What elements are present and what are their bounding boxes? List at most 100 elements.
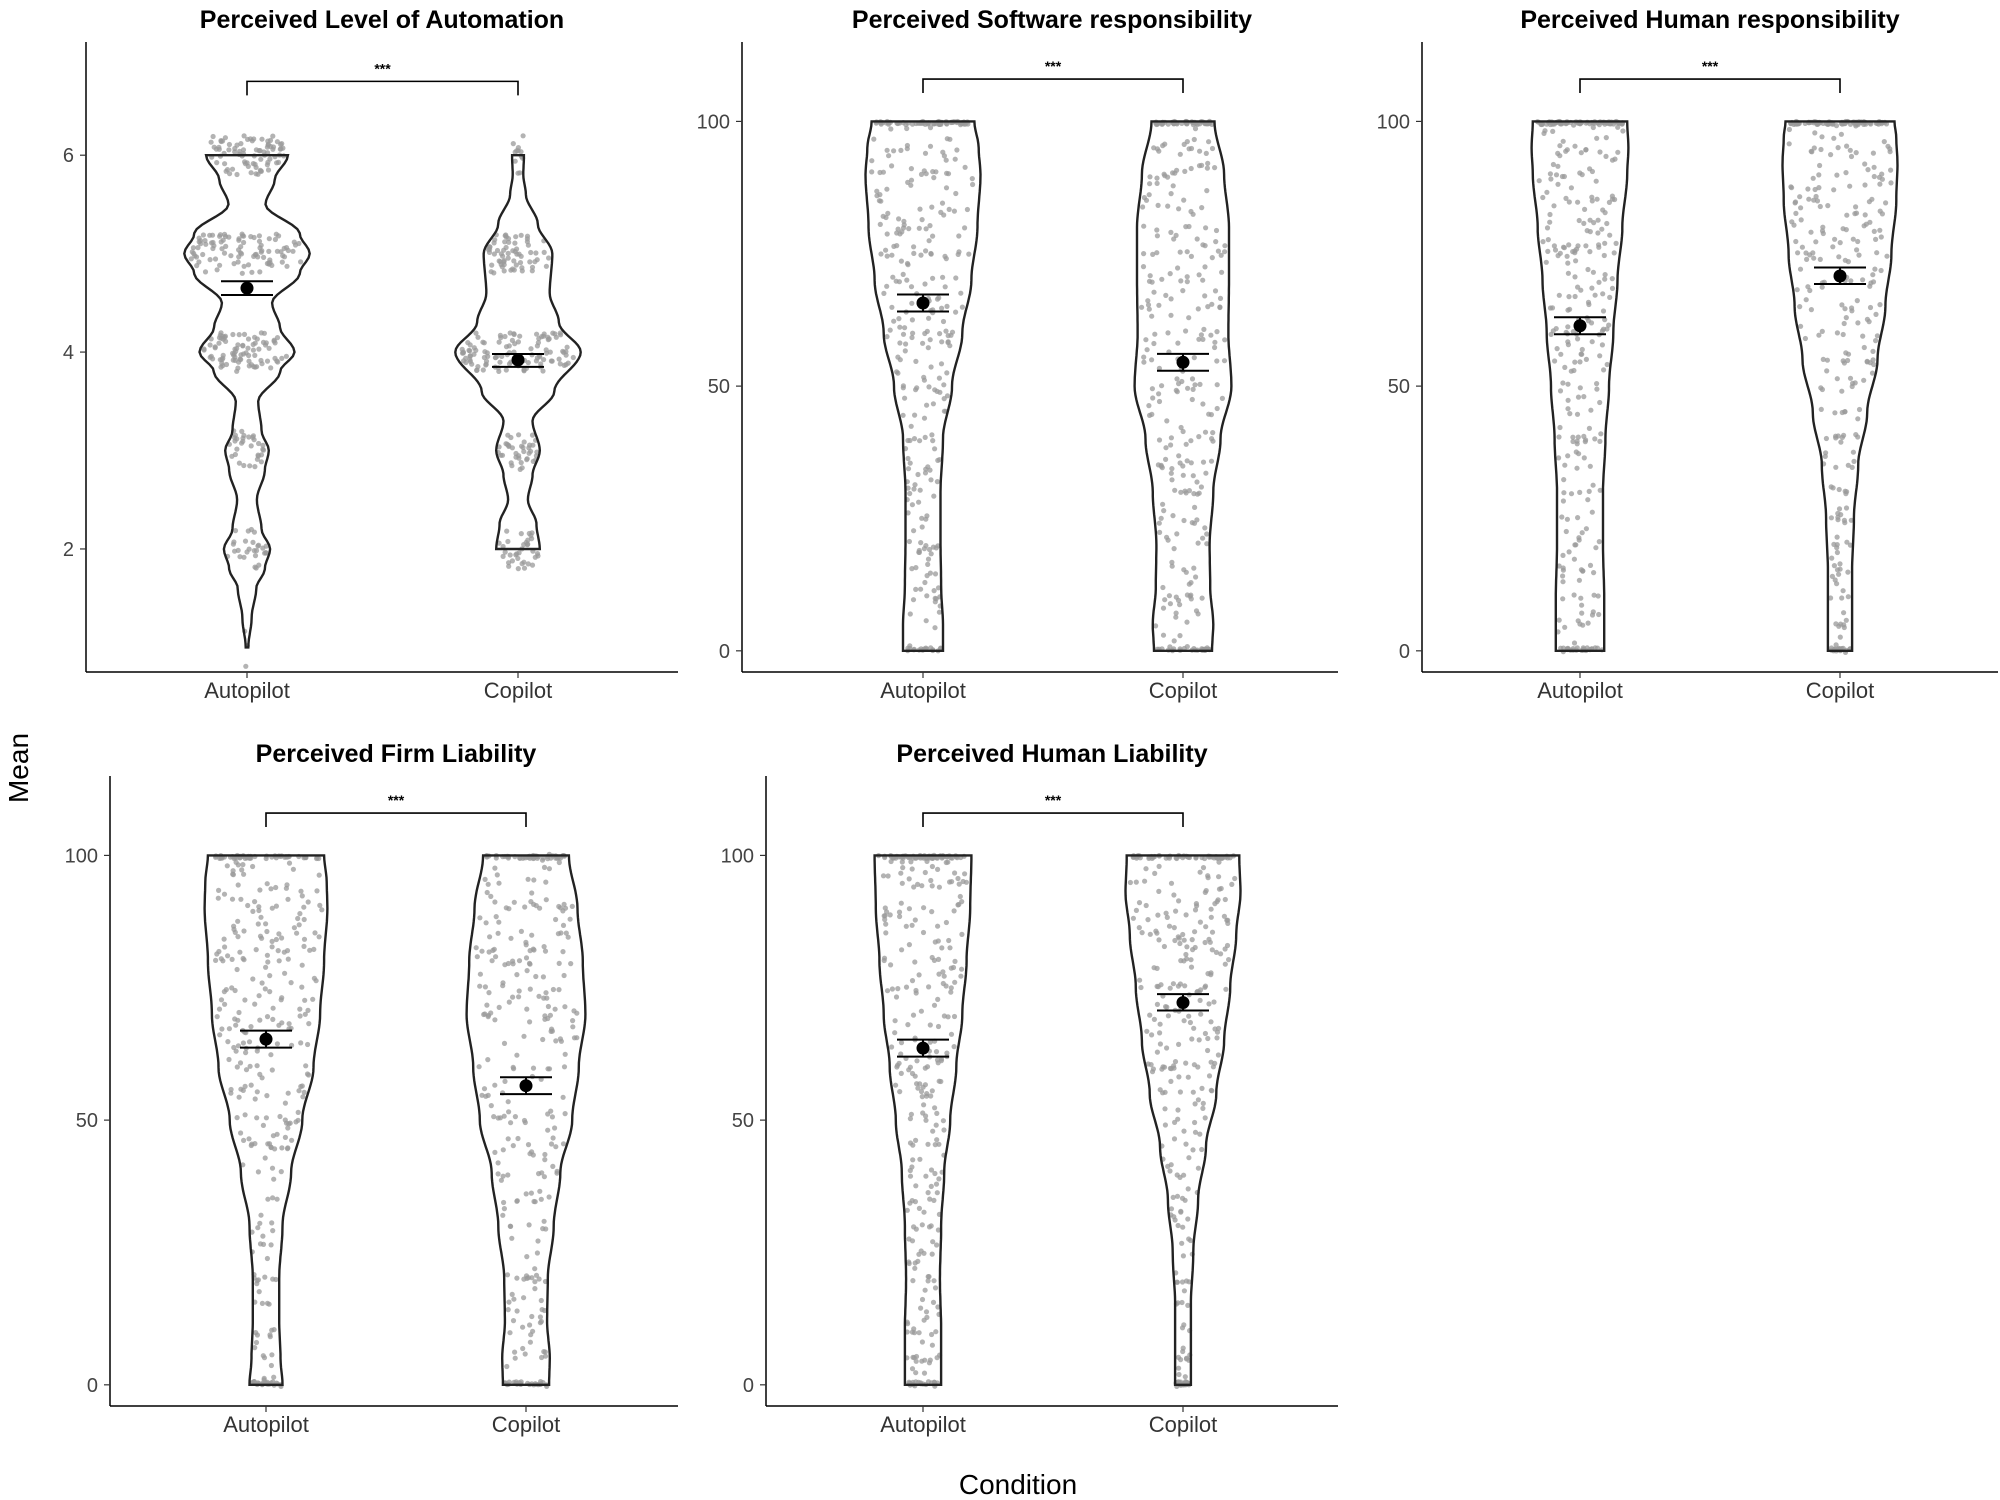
data-point <box>1209 947 1215 953</box>
data-point <box>1186 315 1192 321</box>
y-tick-label: 0 <box>743 1375 754 1397</box>
x-tick-label: Copilot <box>1149 678 1217 703</box>
data-point <box>1147 931 1153 937</box>
data-point <box>511 899 517 905</box>
data-point <box>561 901 567 907</box>
data-point <box>1840 358 1846 364</box>
data-point <box>1153 623 1159 629</box>
data-point <box>557 1036 564 1042</box>
data-point <box>1579 530 1585 536</box>
data-point <box>1834 376 1840 382</box>
data-point <box>1218 252 1224 258</box>
data-point <box>518 531 524 537</box>
data-point <box>1177 602 1183 608</box>
data-point <box>1878 267 1884 274</box>
data-point <box>269 1165 276 1171</box>
data-point <box>1593 545 1599 551</box>
data-point <box>935 585 942 591</box>
data-point <box>945 339 951 345</box>
data-point <box>527 259 533 265</box>
data-point <box>188 256 194 262</box>
data-point <box>480 339 486 345</box>
data-point <box>933 1329 939 1335</box>
data-point <box>918 1088 925 1095</box>
data-point <box>1183 328 1189 334</box>
data-point <box>935 1060 941 1066</box>
data-point <box>1166 923 1173 929</box>
data-point <box>252 553 259 559</box>
data-point <box>247 1063 253 1069</box>
data-point <box>1219 855 1225 862</box>
data-point <box>1828 484 1834 490</box>
data-point <box>1861 377 1867 383</box>
data-point <box>232 357 238 363</box>
data-point <box>884 988 891 994</box>
data-point <box>228 1086 234 1093</box>
data-point <box>483 1093 489 1099</box>
data-point <box>541 1218 547 1224</box>
data-point <box>234 966 240 973</box>
data-point <box>524 233 531 239</box>
data-point <box>956 901 962 908</box>
data-point <box>495 1160 501 1166</box>
data-point <box>928 251 934 257</box>
data-point <box>222 231 228 237</box>
data-point <box>232 145 238 152</box>
data-point <box>240 342 246 348</box>
data-point <box>523 939 529 946</box>
data-point <box>514 1275 520 1281</box>
data-point <box>1856 406 1863 413</box>
data-point <box>256 238 263 244</box>
data-point <box>1843 491 1849 497</box>
data-point <box>1168 191 1174 197</box>
data-point <box>913 565 919 571</box>
data-point <box>1797 194 1803 200</box>
data-point <box>1138 984 1144 991</box>
data-point <box>1184 279 1190 285</box>
data-point <box>958 290 964 296</box>
data-point <box>548 1108 554 1114</box>
data-point <box>884 231 890 237</box>
data-point <box>241 462 247 469</box>
data-point <box>1547 219 1553 225</box>
data-point <box>889 163 895 169</box>
data-point <box>521 448 527 455</box>
data-point <box>907 437 913 444</box>
data-point <box>1592 436 1598 442</box>
data-point <box>1587 249 1593 255</box>
data-point <box>1587 463 1593 469</box>
data-point <box>1188 964 1195 970</box>
data-point <box>488 1103 494 1109</box>
data-point <box>1854 298 1860 304</box>
data-point <box>301 916 307 923</box>
data-point <box>264 952 270 958</box>
data-point <box>935 996 941 1003</box>
data-point <box>487 246 493 252</box>
panel-title: Perceived Human Liability <box>896 740 1207 768</box>
data-point <box>925 1278 931 1284</box>
data-point <box>1841 610 1847 616</box>
data-point <box>909 300 915 306</box>
data-point <box>533 903 539 909</box>
data-point <box>234 171 240 178</box>
data-point <box>909 502 916 508</box>
data-point <box>493 354 499 361</box>
data-point <box>1595 593 1601 599</box>
data-point <box>262 1274 268 1280</box>
data-point <box>1594 135 1600 141</box>
data-point <box>930 544 937 550</box>
data-point <box>502 333 508 340</box>
data-point <box>1579 351 1585 357</box>
data-point <box>1195 306 1201 312</box>
data-point <box>250 347 256 353</box>
data-point <box>496 339 502 345</box>
data-point <box>928 1167 935 1173</box>
data-point <box>1836 506 1843 512</box>
panels-layer: Perceived Level of Automation246Autopilo… <box>63 6 1998 1437</box>
data-point <box>922 330 928 337</box>
data-point <box>242 1112 248 1118</box>
data-point <box>252 1096 258 1102</box>
data-point <box>963 879 970 885</box>
data-point <box>1843 170 1849 176</box>
data-point <box>1883 200 1889 206</box>
